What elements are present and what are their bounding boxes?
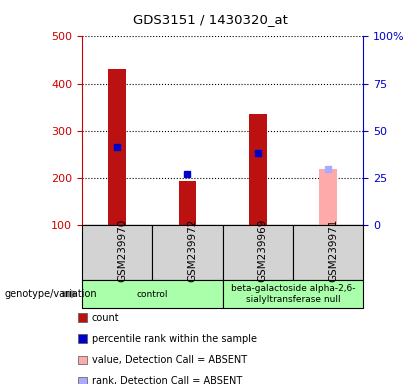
Text: GDS3151 / 1430320_at: GDS3151 / 1430320_at [133, 13, 287, 26]
Text: GSM239970: GSM239970 [117, 219, 127, 282]
Text: GSM239971: GSM239971 [328, 219, 338, 282]
Text: rank, Detection Call = ABSENT: rank, Detection Call = ABSENT [92, 376, 242, 384]
Text: percentile rank within the sample: percentile rank within the sample [92, 334, 257, 344]
Text: GSM239969: GSM239969 [258, 219, 268, 282]
Text: GSM239972: GSM239972 [187, 219, 197, 282]
Text: control: control [136, 290, 168, 299]
Bar [178, 181, 196, 225]
Bar [319, 169, 337, 225]
Text: beta-galactoside alpha-2,6-
sialyltransferase null: beta-galactoside alpha-2,6- sialyltransf… [231, 285, 355, 304]
Bar [249, 114, 267, 225]
Text: value, Detection Call = ABSENT: value, Detection Call = ABSENT [92, 355, 247, 365]
Text: count: count [92, 313, 120, 323]
Bar [108, 70, 126, 225]
Text: genotype/variation: genotype/variation [4, 289, 97, 299]
